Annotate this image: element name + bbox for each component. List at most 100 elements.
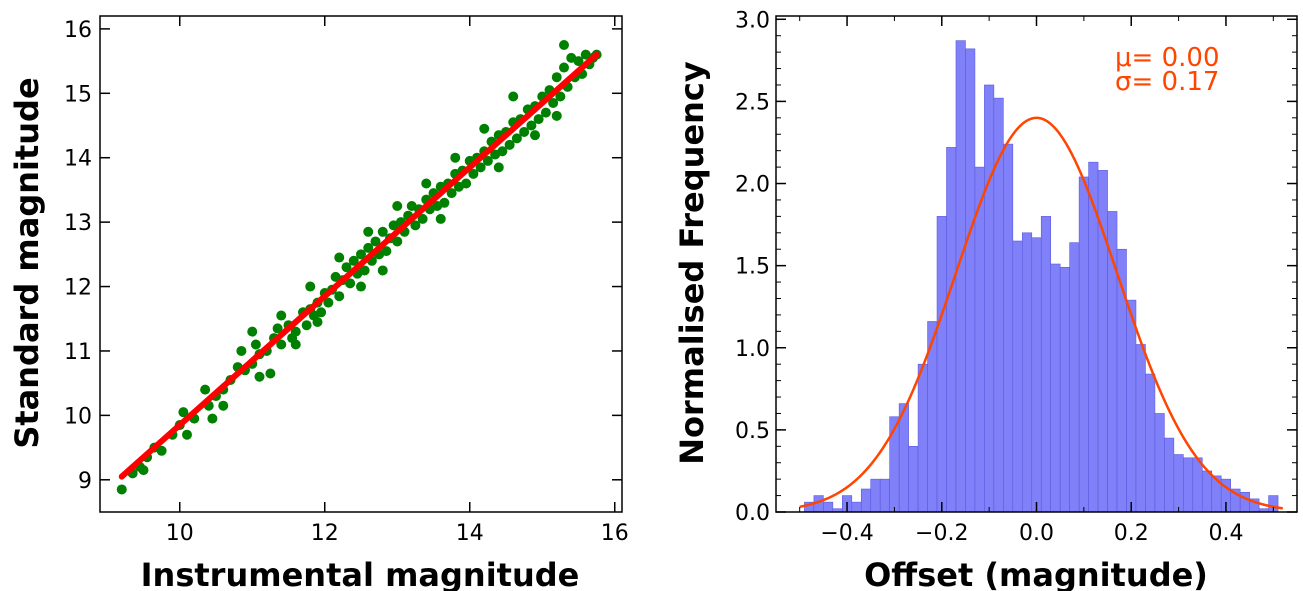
scatter-point [555,91,566,102]
scatter-point [475,162,486,173]
x-tick-label: 0.4 [1208,521,1243,546]
scatter-point [290,339,301,350]
scatter-point [377,226,388,237]
y-tick-label: 11 [64,340,92,365]
stat-sigma: σ= 0.17 [1115,67,1219,97]
scatter-point [345,278,356,289]
x-tick-label: 0.2 [1114,521,1149,546]
scatter-point [392,236,403,247]
histogram-bar [1183,457,1194,513]
scatter-xlabel: Instrumental magnitude [141,556,580,591]
histogram-bar [1135,344,1146,513]
histogram-bar [1040,216,1052,513]
scatter-panel: 10 12 14 16 9 10 11 12 13 14 15 16 Instrumental mag… [8,15,629,591]
histogram-bar [879,478,890,513]
fit-line-group [118,51,600,480]
scatter-point [290,326,301,337]
scatter-ylabel: Standard magnitude [8,77,46,448]
scatter-point [410,220,421,231]
histogram-bar [1145,373,1156,513]
scatter-point [254,371,265,382]
scatter-point [272,323,283,334]
scatter-point [540,107,551,118]
scatter-point [156,445,167,456]
histogram-bar [851,501,862,513]
histogram-bar [1069,242,1080,513]
histogram-bar [908,446,919,513]
scatter-point [450,152,461,163]
histogram-ylabel: Normalised Frequency [673,61,711,465]
y-tick-label: 15 [64,82,92,107]
scatter-point [508,91,519,102]
scatter-point [138,465,149,476]
scatter-point [178,407,189,418]
scatter-point [497,146,508,157]
scatter-point [305,281,316,292]
histogram-bar [936,216,947,513]
scatter-point [200,384,211,395]
scatter-point [348,255,359,266]
scatter-point [421,178,432,189]
scatter-point [334,291,345,302]
x-tick-label: 10 [166,521,194,546]
scatter-point [276,310,287,321]
scatter-point [341,262,352,273]
y-tick-label: 10 [64,404,92,429]
scatter-point [530,130,540,141]
scatter-point [363,242,374,253]
x-tick-label: −0.4 [820,521,873,546]
histogram-bar [1012,240,1023,513]
scatter-point [359,265,370,276]
y-tick-label: 0.5 [735,419,770,444]
scatter-point [435,213,446,224]
x-tick-label: 16 [601,521,629,546]
histogram-bar [917,363,928,513]
scatter-point [446,188,457,199]
y-tick-label: 2.0 [735,173,770,198]
scatter-point [482,155,493,166]
histogram-bar [1031,237,1042,513]
y-tick-label: 12 [64,276,92,301]
scatter-frame [99,15,623,513]
scatter-point [526,120,537,131]
scatter-point [468,168,479,179]
scatter-point [559,39,569,50]
scatter-point [381,246,392,257]
scatter-point [236,345,247,356]
histogram-bar [1050,263,1061,513]
histogram-bar [1003,143,1014,513]
scatter-point [461,178,472,189]
scatter-point [493,162,504,173]
histogram-bar [974,166,985,513]
histogram-bar [1059,266,1070,513]
y-tick-label: 0.0 [735,501,770,526]
scatter-point [551,72,562,83]
histogram-bar [1078,176,1089,513]
x-tick-label: 0.0 [1019,521,1054,546]
scatter-point [116,484,127,495]
scatter-point [377,265,388,276]
scatter-point [392,201,403,212]
histogram-bar [965,48,976,513]
scatter-point [573,56,584,67]
x-tick-label: 14 [456,521,484,546]
histogram-bar [1173,454,1184,513]
scatter-point [207,413,218,424]
scatter-point [276,339,287,350]
scatter-point [218,400,229,411]
y-tick-label: 9 [78,469,92,494]
y-tick-label: 1.0 [735,337,770,362]
scatter-point [312,316,323,327]
y-tick-label: 1.5 [735,255,770,280]
histogram-bar [955,40,966,513]
scatter-point [519,126,530,137]
scatter-point [511,133,522,144]
scatter-point [265,368,276,379]
scatter-point [417,213,428,224]
histogram-bars [804,40,1279,513]
histogram-bar [1201,470,1213,513]
scatter-point [334,252,345,263]
histogram-bar [1154,413,1165,513]
histogram-bar [946,147,957,513]
x-tick-label: −0.2 [915,521,968,546]
